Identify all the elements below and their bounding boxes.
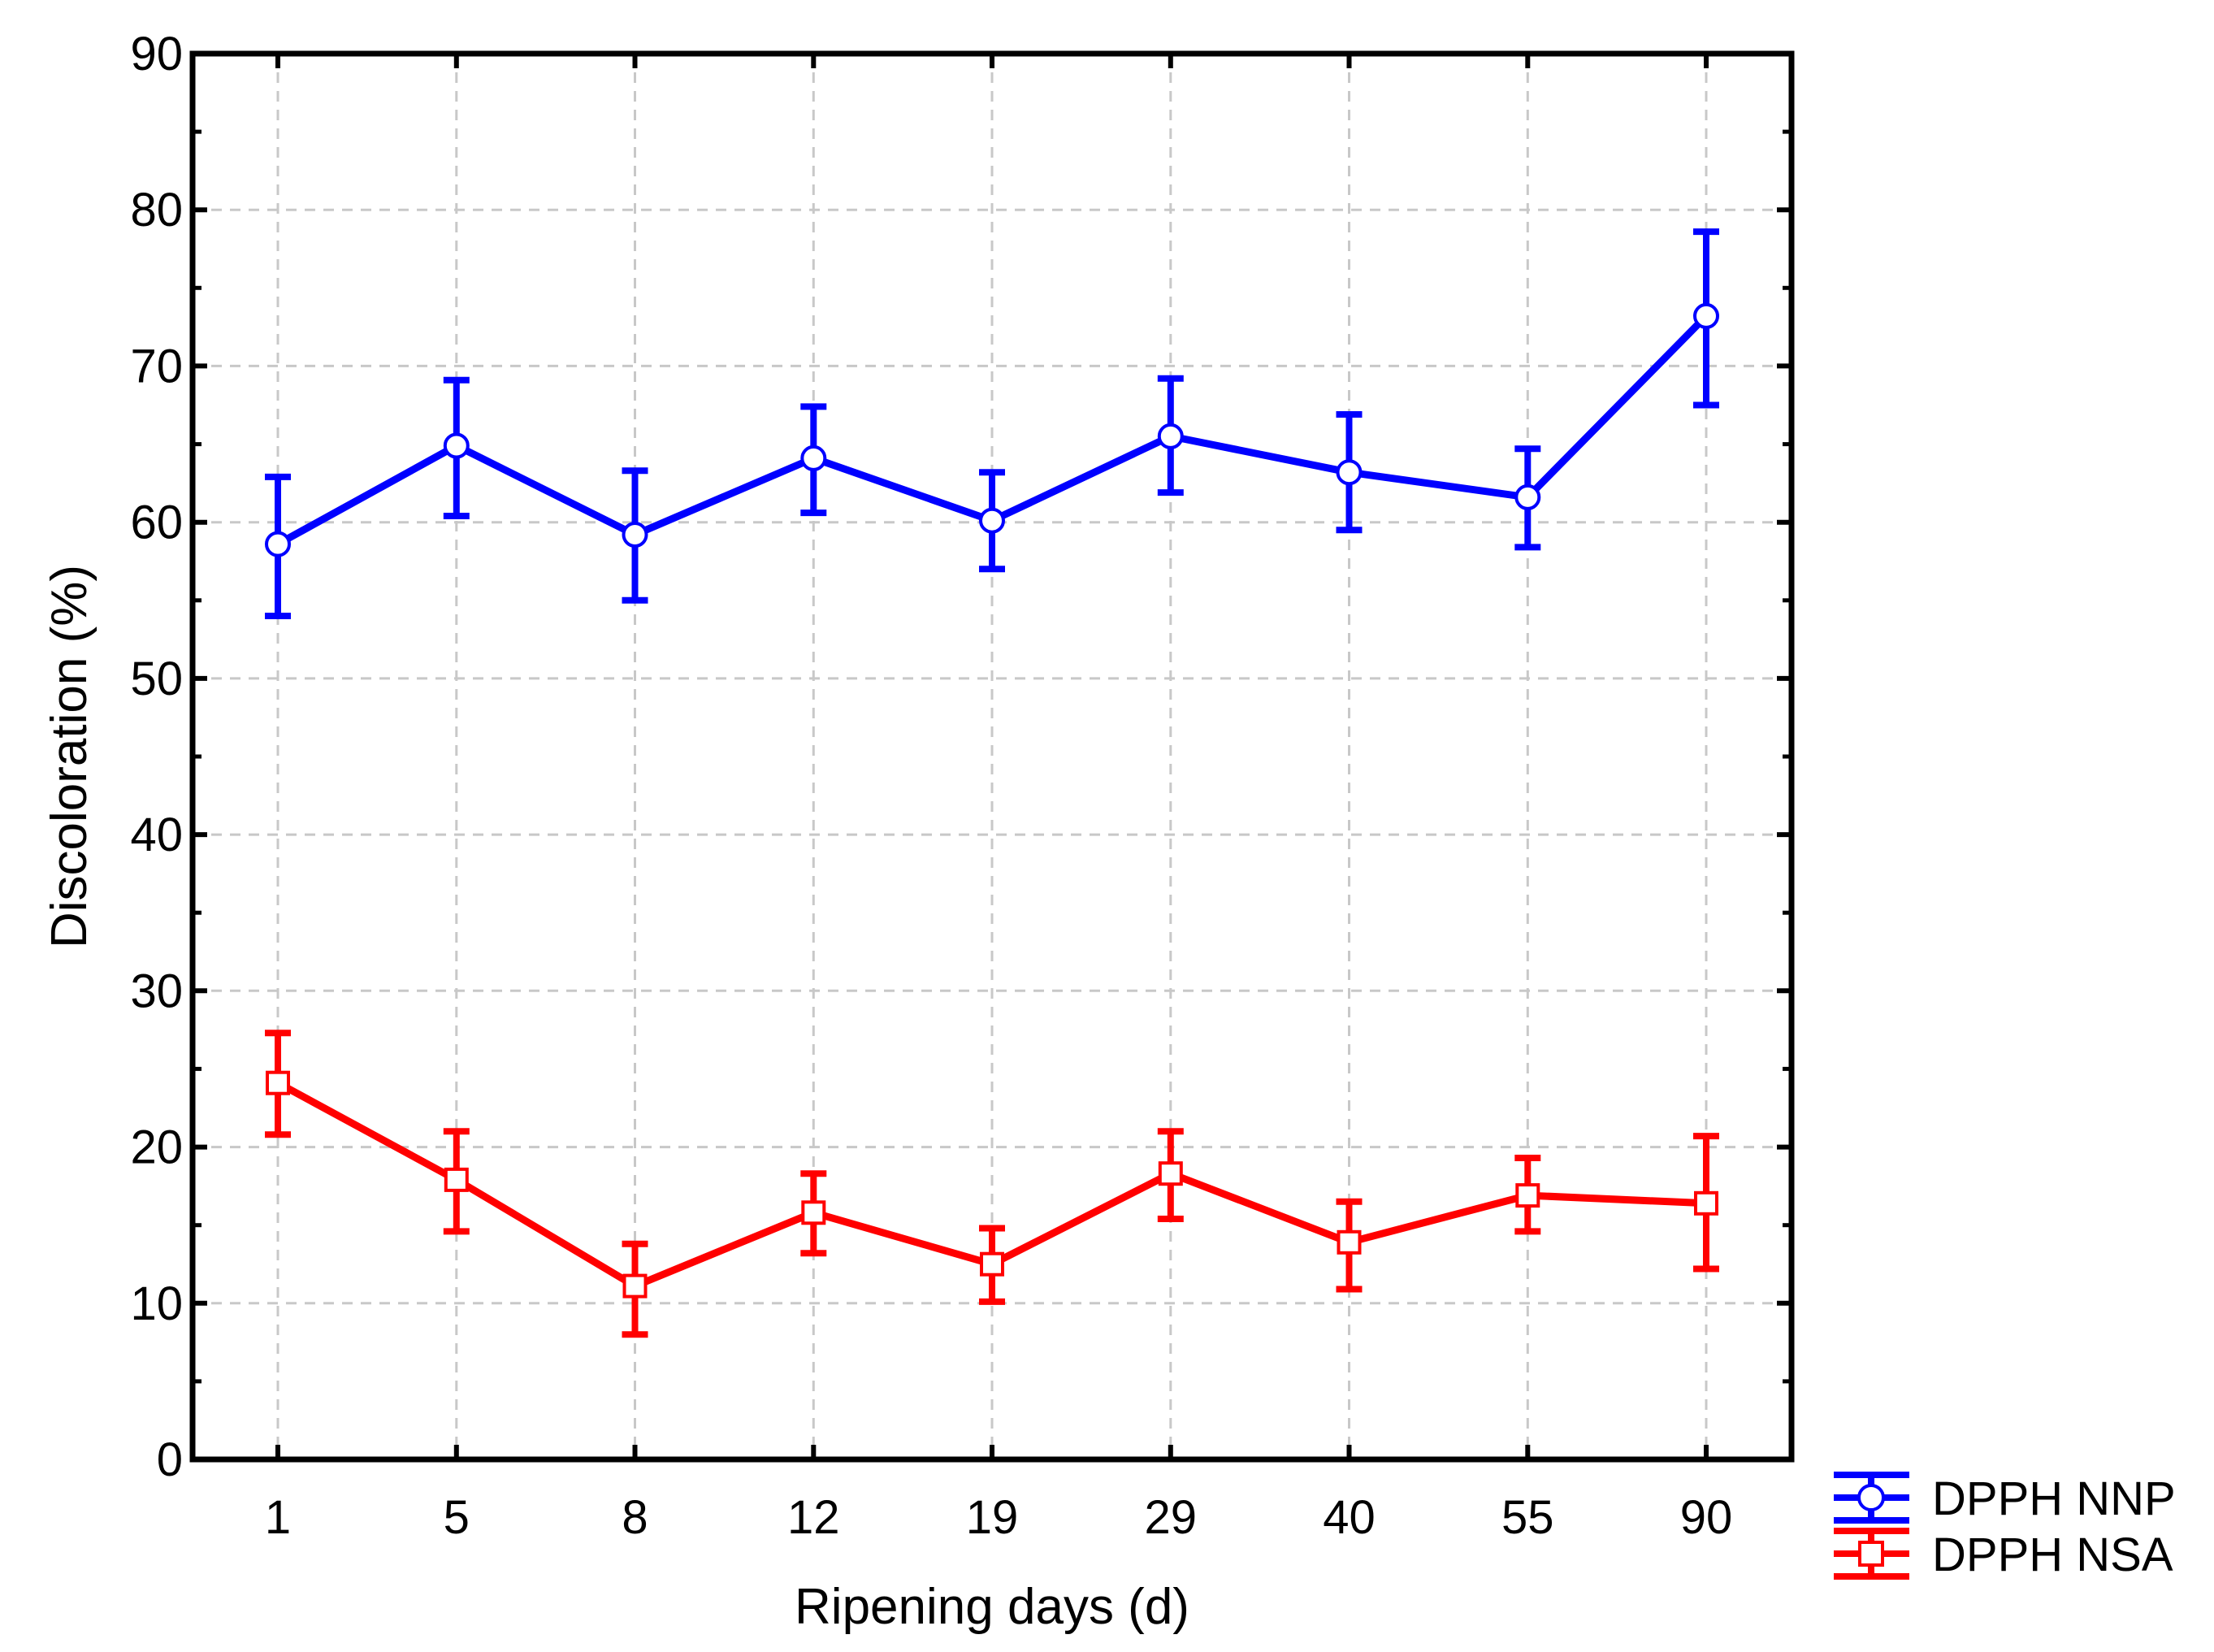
- legend-row: DPPH NSA: [1834, 1528, 2173, 1581]
- series-dpph-nnp: [265, 228, 1719, 619]
- data-point-marker: [1515, 1183, 1540, 1208]
- x-tick-label: 12: [787, 1491, 840, 1544]
- data-point-marker: [800, 444, 827, 471]
- y-tick-labels: 0 10 20 30 40 50 60 70 80 90: [130, 28, 183, 1486]
- y-tick-label: 10: [130, 1277, 183, 1330]
- data-point-marker: [979, 507, 1005, 534]
- x-tick-label: 5: [444, 1491, 470, 1544]
- x-tick-label: 55: [1501, 1491, 1554, 1544]
- y-tick-label: 60: [130, 496, 183, 549]
- data-point-marker: [622, 1273, 648, 1299]
- x-tick-label: 90: [1680, 1491, 1733, 1544]
- x-tick-label: 1: [265, 1491, 291, 1544]
- x-axis-title: Ripening days (d): [795, 1579, 1189, 1635]
- y-tick-label: 80: [130, 184, 183, 236]
- legend-label: DPPH NNP: [1932, 1472, 2176, 1525]
- legend-marker: [1857, 1484, 1885, 1511]
- y-tick-label: 20: [130, 1121, 183, 1174]
- y-tick-label: 0: [157, 1433, 183, 1486]
- data-point-marker: [444, 1167, 469, 1192]
- x-tick-label: 8: [622, 1491, 648, 1544]
- data-point-marker: [1158, 1161, 1183, 1186]
- data-point-marker: [980, 1251, 1004, 1277]
- legend-label: DPPH NSA: [1932, 1528, 2173, 1581]
- data-point-marker: [1336, 459, 1363, 486]
- series-dpph-nsa: [265, 1030, 1719, 1338]
- data-point-marker: [1693, 302, 1719, 329]
- x-tick-label: 29: [1145, 1491, 1198, 1544]
- y-tick-label: 40: [130, 809, 183, 861]
- data-point-marker: [1514, 483, 1541, 510]
- x-tick-labels: 1 5 8 12 19 29 40 55 90: [265, 1491, 1732, 1544]
- data-point-marker: [266, 1070, 290, 1095]
- data-point-marker: [622, 522, 648, 548]
- gridlines: [193, 54, 1792, 1459]
- x-tick-label: 40: [1323, 1491, 1376, 1544]
- x-tick-label: 19: [966, 1491, 1019, 1544]
- y-tick-label: 70: [130, 340, 183, 392]
- data-point-marker: [1694, 1190, 1718, 1216]
- y-tick-label: 90: [130, 28, 183, 80]
- data-point-marker: [443, 432, 470, 459]
- y-tick-label: 30: [130, 965, 183, 1017]
- data-point-marker: [1337, 1229, 1362, 1255]
- y-axis-title: Discoloration (%): [41, 565, 97, 948]
- legend-marker: [1858, 1541, 1884, 1567]
- data-point-marker: [801, 1200, 826, 1225]
- legend-row: DPPH NNP: [1834, 1472, 2176, 1525]
- data-point-marker: [1157, 423, 1184, 449]
- chart-built-content: 0 10 20 30 40 50 60 70 80 90 1 5 8 12 19 29 40 55 90 DPPH N…: [130, 28, 2175, 1581]
- axis-ticks: [193, 51, 1792, 1462]
- y-tick-label: 50: [130, 653, 183, 705]
- data-point-marker: [265, 531, 291, 557]
